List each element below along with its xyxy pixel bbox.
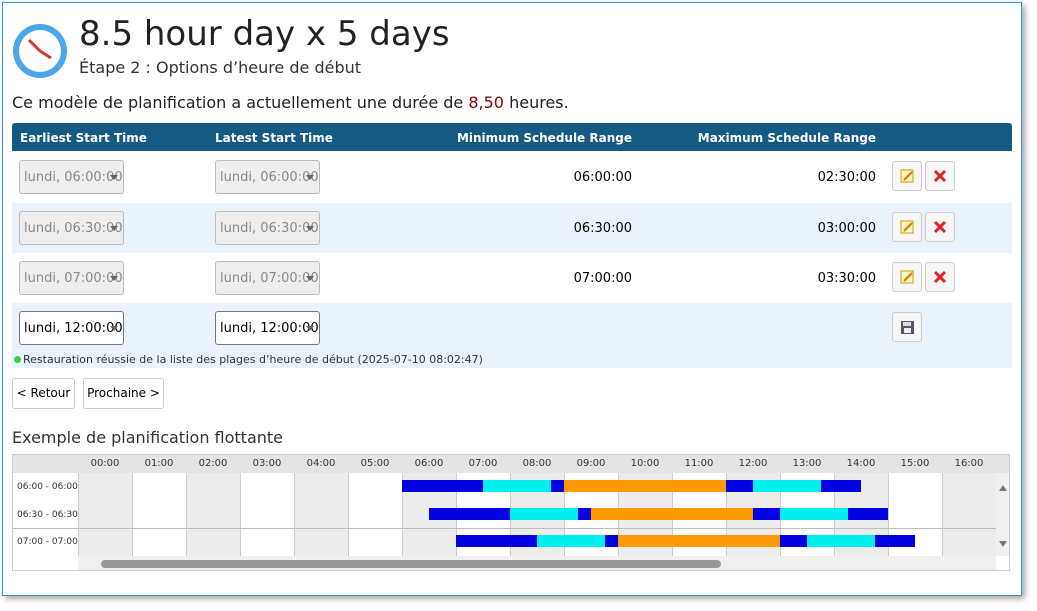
save-button[interactable] xyxy=(892,312,922,342)
hour-label: 04:00 xyxy=(306,458,336,469)
hour-column xyxy=(240,473,295,556)
summary-text: Ce modèle de planification a actuellemen… xyxy=(12,93,464,112)
schedule-segment xyxy=(753,507,780,520)
hour-column xyxy=(942,473,997,556)
select-disabled: lundi, 06:30:00 xyxy=(19,210,124,245)
table-row: lundi, 06:30:00 lundi, 06:30:00 06:30:00 03… xyxy=(12,202,1012,253)
schedule-segment xyxy=(510,507,578,520)
clock-icon xyxy=(13,24,67,78)
scroll-up[interactable] xyxy=(999,481,1007,491)
schedule-segment xyxy=(618,535,780,547)
hours: 8,50 xyxy=(468,93,504,112)
delete-button[interactable] xyxy=(925,262,955,292)
schedule-segment xyxy=(726,480,753,492)
hour-label: 00:00 xyxy=(90,458,120,469)
edit-button[interactable] xyxy=(892,211,922,242)
select[interactable]: lundi, 12:00:00 xyxy=(19,311,124,345)
schedule-segment xyxy=(820,480,861,492)
table-row: lundi, 06:00:00 lundi, 06:00:00 06:00:00 02… xyxy=(12,152,1012,202)
hour-label: 16:00 xyxy=(954,458,984,469)
min-range: 06:30:00 xyxy=(573,220,632,236)
select[interactable]: lundi, 12:00:00 xyxy=(215,311,320,345)
schedule-segment xyxy=(780,535,807,547)
scroll-down[interactable] xyxy=(999,541,1007,551)
table-row: lundi, 07:00:00 lundi, 07:00:00 07:00:00 03… xyxy=(12,253,1012,303)
column-header: Earliest Start Time xyxy=(20,131,147,145)
hour-label: 03:00 xyxy=(252,458,282,469)
select-disabled: lundi, 06:00:00 xyxy=(215,160,320,194)
hour-column xyxy=(132,473,187,556)
schedule-segment xyxy=(483,480,551,492)
column-header: Minimum Schedule Range xyxy=(456,131,632,145)
next-button[interactable]: Prochaine > xyxy=(83,378,164,409)
status-text: Restauration réussie de la liste des pla… xyxy=(23,353,483,366)
hour-column xyxy=(294,473,349,556)
schedule-segment xyxy=(847,507,888,520)
schedule-segment xyxy=(537,535,605,547)
max-range: 02:30:00 xyxy=(817,170,876,185)
select-disabled: lundi, 06:30:00 xyxy=(215,210,320,245)
schedule-segment xyxy=(807,535,875,547)
edit-button[interactable] xyxy=(892,161,922,191)
summary-text: heures. xyxy=(509,93,569,112)
select-disabled: lundi, 06:00:00 xyxy=(19,160,124,194)
hour-label: 06:00 xyxy=(414,458,444,469)
h-scroll-thumb xyxy=(101,560,721,568)
schedule-segment xyxy=(577,507,591,520)
schedule-segment xyxy=(753,480,821,492)
schedule-segment xyxy=(564,480,726,492)
schedule-segment xyxy=(874,535,915,547)
hour-label: 02:00 xyxy=(198,458,228,469)
min-range: 06:00:00 xyxy=(573,170,632,185)
hour-label: 01:00 xyxy=(144,458,174,469)
hour-label: 14:00 xyxy=(846,458,876,469)
hour-column xyxy=(78,473,133,556)
min-range: 07:00:00 xyxy=(573,271,632,286)
schedule-segment xyxy=(780,507,848,520)
hour-column xyxy=(348,473,403,556)
subtitle: Étape 2 : Options d’heure de début xyxy=(79,58,362,77)
select-disabled: lundi, 07:00:00 xyxy=(19,261,124,295)
new-row: lundi, 12:00:00 lundi, 12:00:00 xyxy=(12,303,1012,353)
edit-button[interactable] xyxy=(892,262,922,292)
delete-button[interactable] xyxy=(925,161,955,191)
delete-button[interactable] xyxy=(925,211,955,242)
hour-label: 11:00 xyxy=(684,458,714,469)
schedule-segment xyxy=(402,480,483,492)
max-range: 03:30:00 xyxy=(817,271,876,286)
hour-column xyxy=(186,473,241,556)
select-disabled: lundi, 07:00:00 xyxy=(215,261,320,295)
hour-label: 08:00 xyxy=(522,458,552,469)
schedule-segment xyxy=(456,535,537,547)
hour-label: 09:00 xyxy=(576,458,606,469)
column-header: Latest Start Time xyxy=(215,131,333,145)
max-range: 03:00:00 xyxy=(817,220,876,236)
hour-label: 15:00 xyxy=(900,458,930,469)
hour-label: 13:00 xyxy=(792,458,822,469)
schedule-segment xyxy=(604,535,618,547)
timeline: 00:00 01:00 02:00 03:00 04:00 05:00 06:00 07:00… xyxy=(12,454,1010,571)
label-column xyxy=(13,473,79,556)
column-header: Maximum Schedule Range xyxy=(697,131,876,145)
hour-label: 05:00 xyxy=(360,458,390,469)
timeline-title: Exemple de planification flottante xyxy=(12,428,284,447)
hour-label: 07:00 xyxy=(468,458,498,469)
title: 8.5 hour day x 5 days xyxy=(79,14,450,54)
table-header: Earliest Start Time Latest Start Time Mi… xyxy=(12,123,1012,151)
v-scrollbar xyxy=(996,473,1009,556)
row-label: 07:00 - 07:00 xyxy=(17,537,78,547)
row-label: 06:30 - 06:30 xyxy=(17,509,78,520)
schedule-segment xyxy=(591,507,753,520)
row-label: 06:00 - 06:00 xyxy=(17,482,78,492)
summary: Ce modèle de planification a actuellemen… xyxy=(12,93,569,112)
status: Restauration réussie de la liste des pla… xyxy=(12,353,1012,368)
schedule-segment xyxy=(550,480,564,492)
row-divider xyxy=(13,528,996,529)
hour-label: 10:00 xyxy=(630,458,660,469)
back-button[interactable]: < Retour xyxy=(12,378,75,409)
hour-label: 12:00 xyxy=(738,458,768,469)
schedule-segment xyxy=(429,507,510,520)
